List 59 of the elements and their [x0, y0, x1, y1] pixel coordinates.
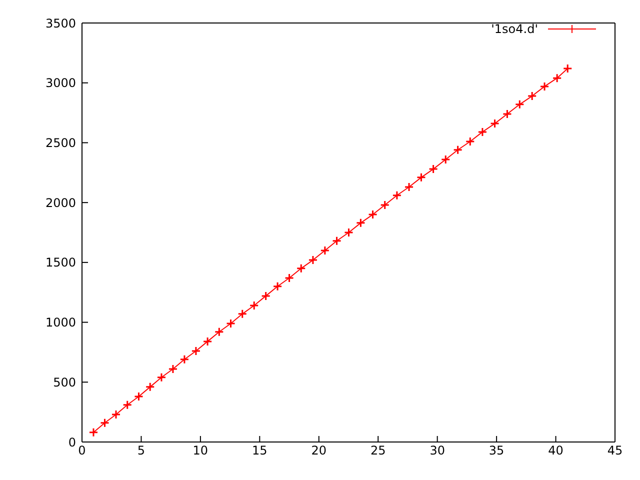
- x-tick-label: 0: [78, 444, 86, 458]
- x-tick-label: 20: [311, 444, 327, 458]
- point: [156, 372, 166, 382]
- x-tick-label: 5: [137, 444, 146, 458]
- point: [180, 354, 190, 364]
- point: [562, 64, 572, 74]
- x-tick-label: 30: [430, 444, 445, 458]
- point: [416, 172, 426, 182]
- point: [296, 264, 306, 274]
- point: [552, 73, 562, 83]
- point: [214, 327, 224, 337]
- y-tick-label: 2000: [45, 196, 76, 210]
- point: [191, 346, 201, 356]
- point: [272, 282, 282, 292]
- x-tick-label: 15: [252, 444, 268, 458]
- legend-label: '1so4.d': [491, 22, 538, 36]
- point: [502, 109, 512, 119]
- point: [465, 136, 475, 146]
- x-tick-label: 40: [548, 444, 564, 458]
- point: [122, 400, 132, 410]
- y-tick-label: 500: [53, 375, 76, 390]
- point: [284, 273, 294, 283]
- point: [404, 182, 414, 192]
- y-tick-label: 3500: [45, 16, 76, 30]
- point: [514, 100, 524, 110]
- point: [226, 318, 236, 328]
- point: [380, 200, 390, 210]
- y-tick-label: 1000: [45, 316, 76, 330]
- point: [478, 127, 488, 137]
- x-tick-label: 35: [488, 444, 504, 458]
- point: [356, 218, 366, 228]
- point: [261, 291, 271, 301]
- point: [202, 336, 212, 346]
- x-tick-label: 10: [192, 444, 208, 458]
- point: [527, 91, 537, 101]
- point: [88, 428, 98, 438]
- point: [308, 255, 318, 265]
- point: [111, 410, 121, 420]
- point: [344, 228, 354, 238]
- y-tick-label: 1500: [45, 256, 76, 270]
- point: [392, 190, 402, 200]
- point: [368, 210, 378, 220]
- point: [249, 300, 259, 310]
- point: [320, 246, 330, 256]
- point: [332, 236, 342, 246]
- point: [440, 154, 450, 164]
- point: [145, 382, 155, 392]
- point: [238, 309, 248, 319]
- point: [168, 364, 178, 374]
- point: [490, 118, 500, 128]
- y-tick-label: 2500: [45, 136, 76, 150]
- x-tick-label: 45: [607, 444, 623, 458]
- point: [428, 164, 438, 174]
- point: [134, 392, 144, 402]
- point: [453, 145, 463, 155]
- point: [100, 418, 110, 428]
- point: [540, 82, 550, 92]
- x-tick-label: 25: [370, 444, 386, 458]
- y-tick-label: 3000: [45, 76, 76, 90]
